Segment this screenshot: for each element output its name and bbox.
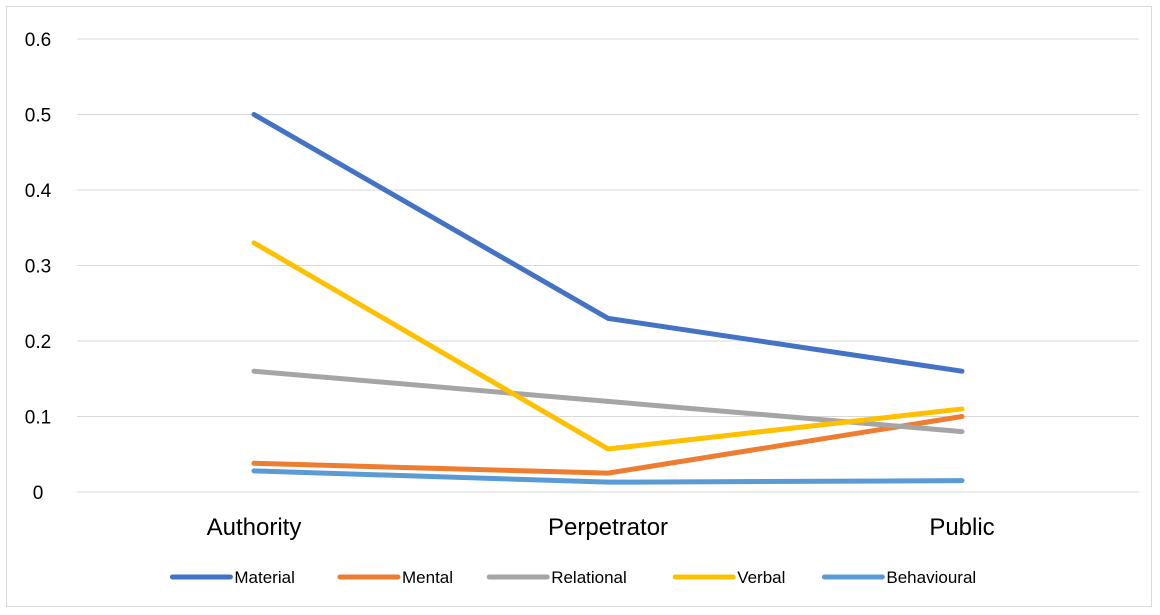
legend: Material Mental Relational Verbal Behavioura… (169, 568, 976, 587)
series-line-material (251, 112, 965, 374)
y-tick-label: 0.3 (25, 257, 51, 278)
y-axis-ticks: 0 0.1 0.2 0.3 0.4 0.5 0.6 (25, 30, 52, 504)
y-tick-label: 0.5 (25, 106, 51, 127)
y-tick-label: 0.2 (25, 332, 51, 353)
legend-label-relational: Relational (551, 568, 627, 587)
line-chart: 0 0.1 0.2 0.3 0.4 0.5 0.6 Authority Perpetrator… (25, 30, 1139, 587)
x-tick-label: Public (929, 514, 994, 541)
series-lines (251, 112, 965, 485)
legend-label-material: Material (234, 568, 294, 587)
legend-label-mental: Mental (402, 568, 453, 587)
x-tick-label: Authority (207, 514, 302, 541)
y-tick-label: 0.6 (25, 30, 51, 51)
legend-label-behavioural: Behavioural (886, 568, 976, 587)
y-tick-label: 0.4 (25, 181, 52, 202)
y-tick-label: 0 (33, 483, 44, 504)
legend-label-verbal: Verbal (737, 568, 785, 587)
x-tick-label: Perpetrator (548, 514, 668, 541)
chart-frame: 0 0.1 0.2 0.3 0.4 0.5 0.6 Authority Perpetrator… (6, 6, 1152, 607)
x-axis-ticks: Authority Perpetrator Public (207, 514, 995, 541)
series-line-verbal (251, 240, 965, 452)
grid (77, 38, 1139, 493)
y-tick-label: 0.1 (25, 408, 51, 429)
